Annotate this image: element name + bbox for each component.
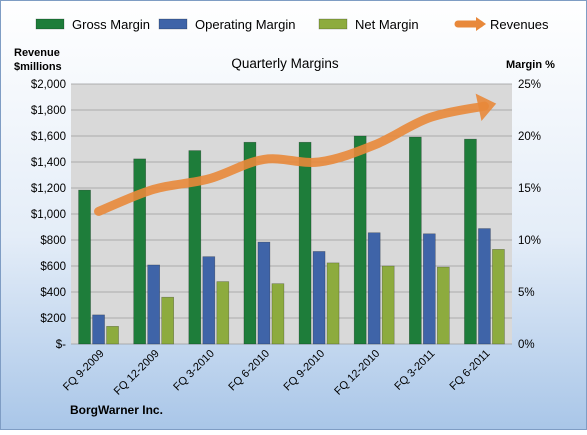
bar-gross-margin bbox=[298, 141, 312, 345]
bar-net-margin bbox=[216, 281, 230, 345]
legend-arrow-revenues bbox=[476, 17, 486, 31]
y-right-tick-label: 10% bbox=[518, 235, 541, 247]
bar-operating-margin bbox=[257, 241, 271, 345]
revenue-arrowhead bbox=[475, 93, 497, 122]
legend-label-operating-margin: Operating Margin bbox=[195, 17, 295, 32]
bar-gross-margin bbox=[353, 135, 367, 345]
bar-operating-margin bbox=[92, 314, 105, 345]
y-right-tick-label: 5% bbox=[518, 287, 535, 299]
y-left-tick-label: $1,400 bbox=[31, 157, 66, 169]
bar-operating-margin bbox=[423, 233, 436, 345]
y-right-tick-label: 15% bbox=[518, 183, 541, 195]
company-name: BorgWarner Inc. bbox=[70, 403, 163, 417]
y-left-tick-label: $1,600 bbox=[31, 131, 66, 143]
bar-net-margin bbox=[106, 326, 119, 345]
y-left-tick-label: $1,200 bbox=[31, 183, 66, 195]
y-right-tick-label: 0% bbox=[518, 339, 535, 351]
bar-net-margin bbox=[381, 265, 395, 345]
bar-net-margin bbox=[161, 296, 174, 345]
y-axis-left-label-line1: Revenue bbox=[14, 47, 60, 59]
y-left-tick-label: $200 bbox=[40, 313, 66, 325]
y-left-tick-label: $- bbox=[56, 339, 66, 351]
legend-swatch-operating-margin bbox=[158, 18, 188, 30]
revenue-line-group bbox=[94, 93, 497, 216]
y-axis-right-ticks: 0% 5% 10% 15% 20% 25% bbox=[518, 79, 541, 351]
legend-label-gross-margin: Gross Margin bbox=[72, 17, 150, 32]
y-right-tick-label: 25% bbox=[518, 79, 541, 91]
bars bbox=[78, 135, 505, 345]
legend-swatch-gross-margin bbox=[35, 18, 65, 30]
y-left-tick-label: $400 bbox=[40, 287, 66, 299]
bar-operating-margin bbox=[147, 264, 160, 345]
y-left-tick-label: $1,800 bbox=[31, 105, 66, 117]
y-left-tick-label: $600 bbox=[40, 261, 66, 273]
y-axis-left-ticks: $- $200 $400 $600 $800 $1,000 $1,200 $1,400 $1,6… bbox=[31, 79, 66, 351]
bar-gross-margin bbox=[409, 136, 422, 345]
bar-net-margin bbox=[326, 262, 340, 345]
legend: Gross Margin Operating Margin Net Margin Re… bbox=[35, 17, 549, 32]
bar-gross-margin bbox=[78, 189, 91, 345]
bar-net-margin bbox=[492, 249, 505, 345]
y-left-tick-label: $800 bbox=[40, 235, 66, 247]
bar-net-margin bbox=[437, 266, 450, 345]
legend-label-net-margin: Net Margin bbox=[355, 17, 419, 32]
legend-label-revenues: Revenues bbox=[490, 17, 549, 32]
y-left-tick-label: $1,000 bbox=[31, 209, 66, 221]
bar-gross-margin bbox=[133, 158, 146, 345]
revenue-line bbox=[94, 101, 489, 216]
bar-operating-margin bbox=[202, 256, 216, 345]
bar-net-margin bbox=[271, 283, 285, 345]
bar-gross-margin bbox=[188, 150, 202, 345]
y-axis-left-label-line2: $millions bbox=[14, 61, 62, 73]
bar-operating-margin bbox=[367, 232, 381, 345]
bar-operating-margin bbox=[478, 228, 491, 345]
y-axis-right-label: Margin % bbox=[506, 59, 555, 71]
bar-gross-margin bbox=[464, 138, 477, 345]
legend-swatch-net-margin bbox=[318, 18, 348, 30]
bar-operating-margin bbox=[312, 251, 326, 345]
chart-title: Quarterly Margins bbox=[231, 56, 339, 71]
bar-gross-margin bbox=[243, 141, 257, 345]
y-right-tick-label: 20% bbox=[518, 131, 541, 143]
y-left-tick-label: $2,000 bbox=[31, 79, 66, 91]
